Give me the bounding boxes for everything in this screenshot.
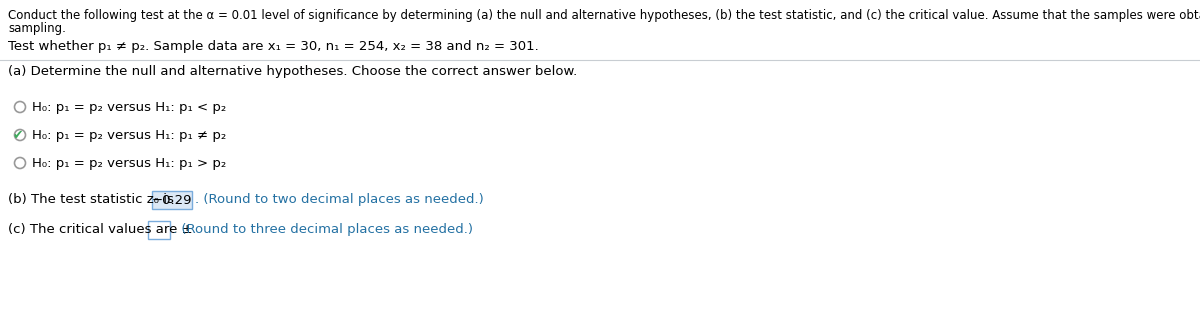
- Text: Test whether p₁ ≠ p₂. Sample data are x₁ = 30, n₁ = 254, x₂ = 38 and n₂ = 301.: Test whether p₁ ≠ p₂. Sample data are x₁…: [8, 40, 539, 53]
- Text: ✔: ✔: [13, 129, 24, 141]
- Text: −0.29: −0.29: [151, 194, 192, 206]
- Text: H₀: p₁ = p₂ versus H₁: p₁ < p₂: H₀: p₁ = p₂ versus H₁: p₁ < p₂: [32, 100, 227, 114]
- Text: (a) Determine the null and alternative hypotheses. Choose the correct answer bel: (a) Determine the null and alternative h…: [8, 65, 577, 78]
- Text: (b) The test statistic z₀ is: (b) The test statistic z₀ is: [8, 194, 174, 206]
- Text: . (Round to three decimal places as needed.): . (Round to three decimal places as need…: [173, 223, 473, 237]
- Text: sampling.: sampling.: [8, 22, 66, 35]
- Text: H₀: p₁ = p₂ versus H₁: p₁ ≠ p₂: H₀: p₁ = p₂ versus H₁: p₁ ≠ p₂: [32, 129, 227, 141]
- Text: Conduct the following test at the α = 0.01 level of significance by determining : Conduct the following test at the α = 0.…: [8, 9, 1200, 22]
- Text: . (Round to two decimal places as needed.): . (Round to two decimal places as needed…: [194, 194, 484, 206]
- Text: H₀: p₁ = p₂ versus H₁: p₁ > p₂: H₀: p₁ = p₂ versus H₁: p₁ > p₂: [32, 156, 227, 170]
- Text: (c) The critical values are ±: (c) The critical values are ±: [8, 223, 193, 237]
